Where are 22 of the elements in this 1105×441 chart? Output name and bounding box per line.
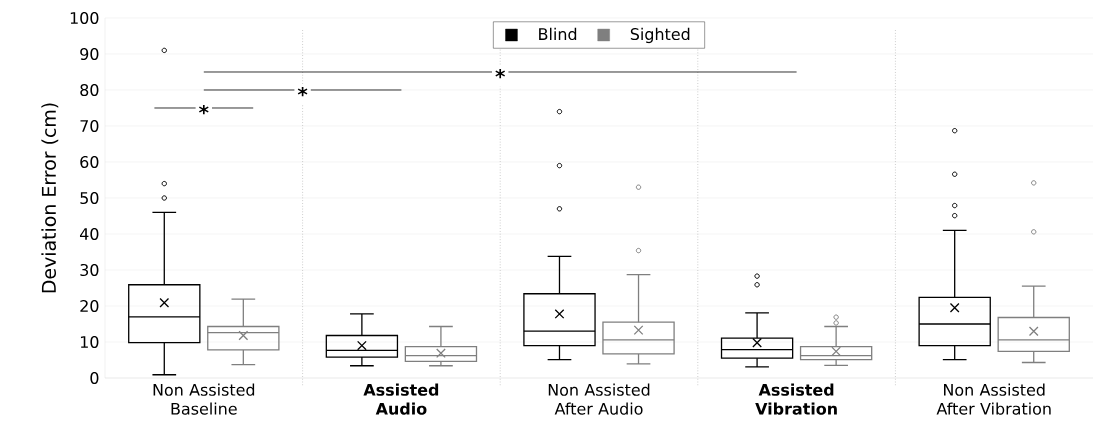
y-tick-label: 60 bbox=[80, 155, 99, 169]
annotation: * bbox=[495, 68, 506, 79]
legend-label: Sighted bbox=[630, 27, 690, 44]
y-tick-label: 100 bbox=[70, 11, 99, 25]
legend-label: Blind bbox=[539, 27, 577, 41]
annotation: * bbox=[297, 86, 308, 97]
y-axis-title: Deviation Error (cm) bbox=[41, 103, 59, 293]
x-tick-label: Assisted Audio bbox=[363, 383, 439, 415]
x-tick-label: Non Assisted After Vibration bbox=[936, 383, 1051, 415]
y-tick-label: 30 bbox=[80, 263, 99, 277]
annotation: * bbox=[199, 104, 209, 115]
y-tick-label: 20 bbox=[80, 299, 99, 313]
y-tick-label: 80 bbox=[80, 83, 99, 97]
y-tick-label: 10 bbox=[80, 335, 99, 349]
x-tick-label: Assisted Vibration bbox=[755, 383, 837, 415]
y-tick-label: 50 bbox=[80, 191, 99, 205]
y-tick-label: 0 bbox=[90, 371, 99, 385]
y-tick-label: 90 bbox=[80, 47, 99, 61]
y-tick-label: 40 bbox=[79, 227, 99, 241]
y-tick-label: 70 bbox=[80, 119, 99, 133]
x-tick-label: Non Assisted After Audio bbox=[548, 383, 650, 415]
x-tick-label: Non Assisted Baseline bbox=[153, 383, 255, 415]
